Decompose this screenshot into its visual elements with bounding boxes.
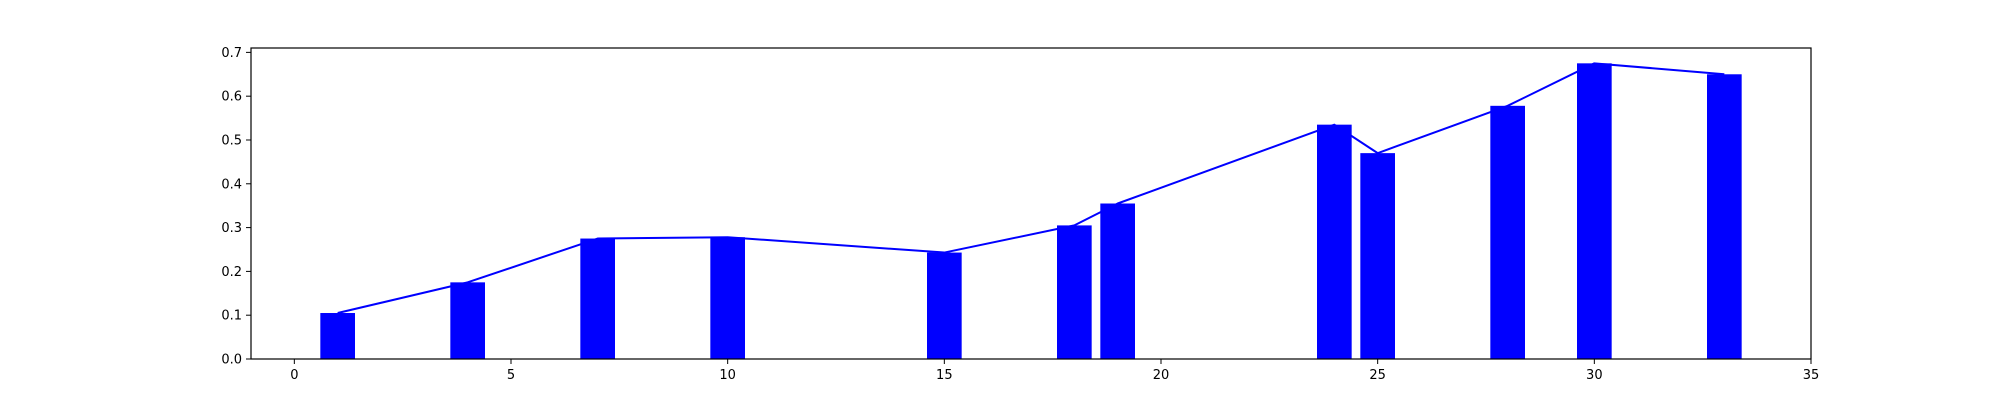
y-tick-label: 0.0 bbox=[221, 353, 242, 368]
y-tick-label: 0.3 bbox=[221, 221, 242, 236]
bars-layer bbox=[320, 63, 1742, 360]
x-tick-label: 5 bbox=[507, 368, 515, 383]
series-line bbox=[337, 62, 1725, 314]
y-tick-label: 0.2 bbox=[221, 265, 242, 280]
bar bbox=[1490, 105, 1525, 359]
x-tick-label: 10 bbox=[719, 368, 736, 383]
x-tick-label: 30 bbox=[1586, 368, 1603, 383]
y-tick-label: 0.5 bbox=[221, 133, 242, 148]
x-tick-label: 25 bbox=[1369, 368, 1386, 383]
plot-frame bbox=[250, 47, 1812, 360]
axes-layer: 0 5 10 15 20 25 30 35 0.0 0.1 0.2 0.3 0.4 0.5 0.6 0.7 bbox=[221, 46, 1819, 383]
y-tick-label: 0.6 bbox=[221, 90, 242, 105]
bar bbox=[1317, 124, 1352, 360]
bar bbox=[580, 238, 615, 359]
y-tick-label: 0.1 bbox=[221, 309, 242, 324]
bar bbox=[1707, 74, 1742, 359]
bar bbox=[1577, 63, 1612, 359]
bar bbox=[450, 282, 485, 359]
bar bbox=[320, 313, 355, 359]
x-tick-label: 15 bbox=[936, 368, 953, 383]
bar bbox=[927, 252, 962, 359]
bar bbox=[710, 237, 745, 359]
line-layer bbox=[337, 62, 1725, 314]
bar bbox=[1100, 203, 1135, 359]
x-tick-label: 20 bbox=[1153, 368, 1170, 383]
bar bbox=[1360, 153, 1395, 359]
y-tick-label: 0.4 bbox=[221, 177, 242, 192]
y-tick-label: 0.7 bbox=[221, 46, 242, 61]
bar bbox=[1057, 225, 1092, 359]
x-tick-label: 35 bbox=[1803, 368, 1820, 383]
x-tick-label: 0 bbox=[290, 368, 298, 383]
